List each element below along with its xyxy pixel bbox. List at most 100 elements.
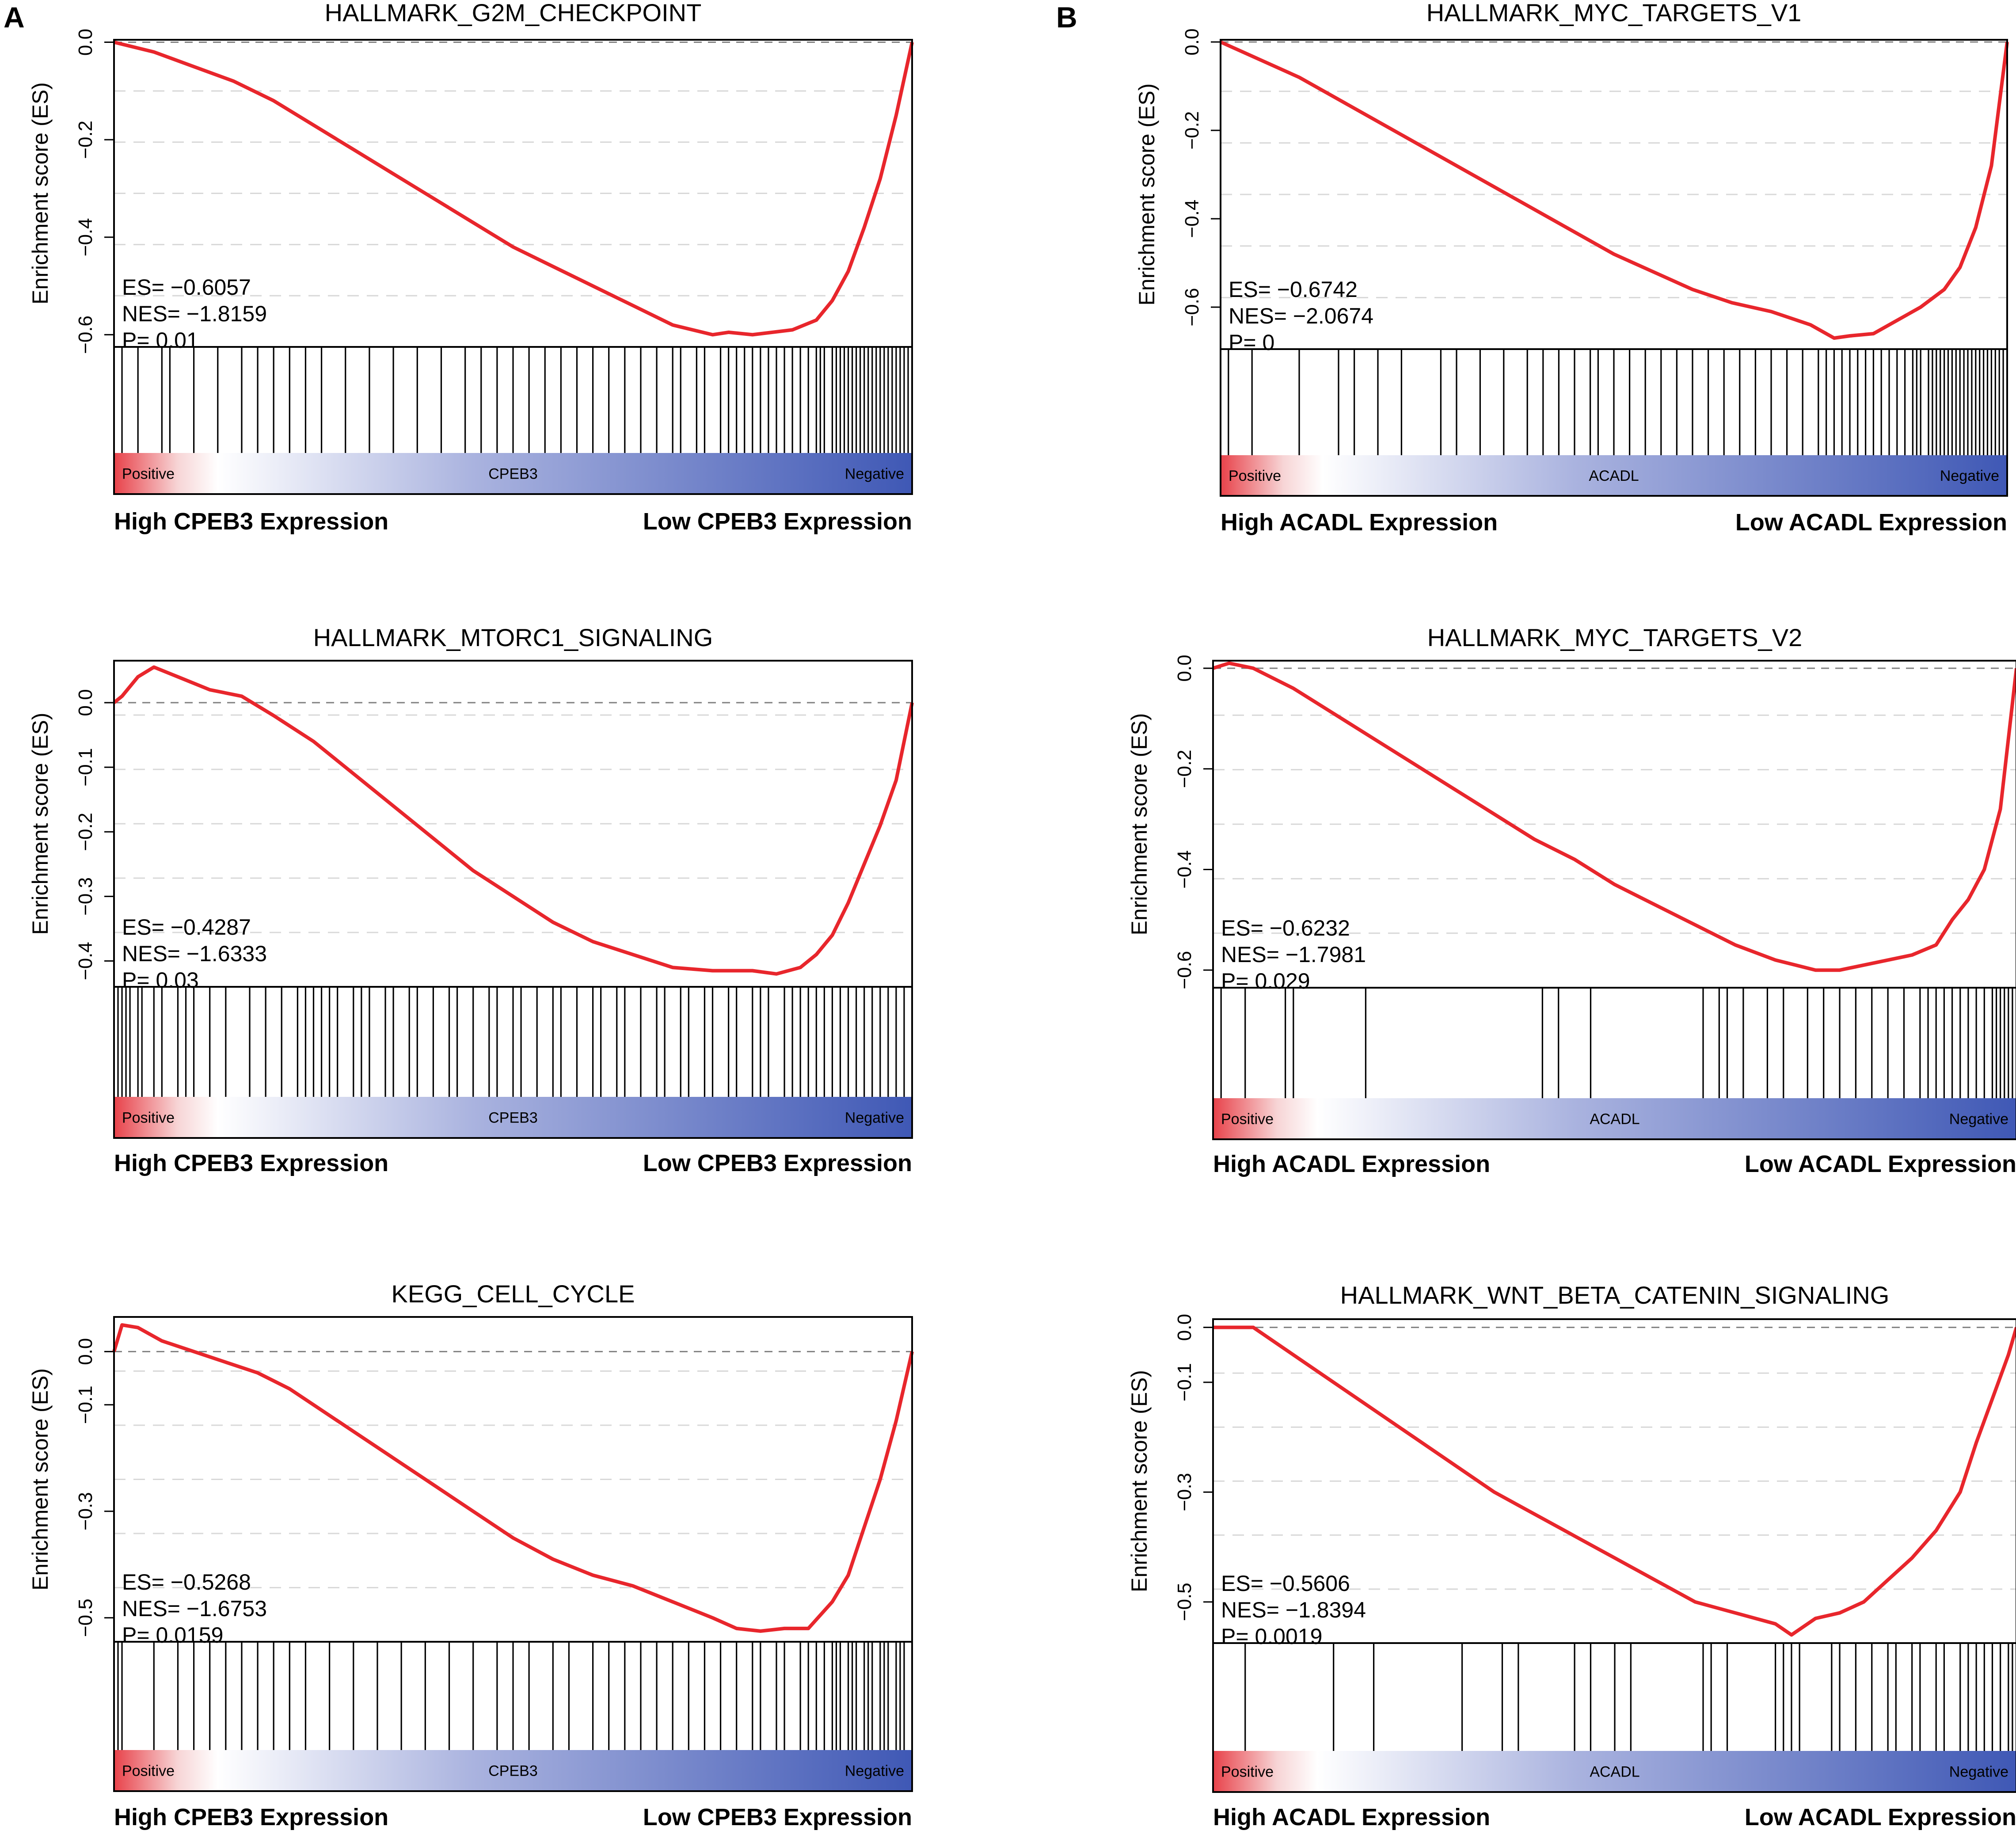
gradient-gene-label: ACADL — [1590, 1764, 1639, 1781]
gradient-negative-label: Negative — [1940, 468, 1999, 484]
nes-value: NES= −1.6753 — [122, 1596, 267, 1621]
y-axis-label: Enrichment score (ES) — [1127, 1370, 1152, 1592]
high-expression-label: High CPEB3 Expression — [114, 508, 388, 535]
high-expression-label: High ACADL Expression — [1213, 1151, 1490, 1177]
es-curve — [112, 1323, 914, 1633]
y-axis-label: Enrichment score (ES) — [28, 1368, 53, 1590]
y-tick-label: 0.0 — [1174, 654, 1195, 681]
p-value: P= 0.0019 — [1221, 1624, 1322, 1649]
gradient-gene-label: ACADL — [1590, 1111, 1639, 1128]
gradient-negative-label: Negative — [1949, 1764, 2008, 1781]
es-value: ES= −0.6232 — [1221, 916, 1350, 940]
gradient-negative-label: Negative — [845, 1110, 904, 1126]
gsea-chart-2: HALLMARK_MTORC1_SIGNALING 0.0 −0.1 −0.2 −0.3… — [28, 624, 914, 1176]
panel-letter-b: B — [1056, 1, 1077, 34]
y-tick-label: −0.2 — [75, 813, 96, 851]
gradient-negative-label: Negative — [845, 466, 904, 483]
gradient-gene-label: CPEB3 — [488, 1763, 538, 1780]
y-tick-label: −0.3 — [75, 877, 96, 916]
y-tick-label: 0.0 — [1174, 1314, 1195, 1341]
gradient-gene-label: CPEB3 — [488, 466, 538, 483]
low-expression-label: Low ACADL Expression — [1735, 509, 2007, 536]
high-expression-label: High CPEB3 Expression — [114, 1804, 388, 1830]
hit-plot-frame — [1212, 987, 2016, 1140]
hit-plot-frame — [1212, 1642, 2016, 1793]
p-value: P= 0.0159 — [122, 1623, 223, 1648]
nes-value: NES= −2.0674 — [1229, 304, 1373, 328]
ranked-metric-gradient — [114, 453, 912, 494]
gradient-positive-label: Positive — [1229, 468, 1281, 484]
es-value: ES= −0.6742 — [1229, 277, 1358, 302]
ranked-metric-gradient — [114, 1750, 912, 1791]
es-value: ES= −0.5606 — [1221, 1571, 1350, 1596]
low-expression-label: Low CPEB3 Expression — [643, 508, 912, 535]
gradient-positive-label: Positive — [1221, 1111, 1274, 1128]
y-tick-label: −0.4 — [1174, 850, 1195, 889]
chart-title: KEGG_CELL_CYCLE — [392, 1280, 635, 1308]
gradient-gene-label: ACADL — [1589, 468, 1639, 484]
gradient-positive-label: Positive — [1221, 1764, 1274, 1781]
y-tick-label: 0.0 — [75, 689, 96, 716]
y-tick-label: −0.4 — [1181, 200, 1203, 238]
es-curve — [1220, 40, 2009, 340]
gradient-positive-label: Positive — [122, 466, 175, 483]
hit-plot-frame — [1220, 348, 2008, 497]
gsea-chart-6: HALLMARK_WNT_BETA_CATENIN_SIGNALING 0.0 −0… — [1127, 1281, 2016, 1830]
chart-grid: HALLMARK_G2M_CHECKPOINT 0.0 −0.2 −0.4 −0.6 En… — [28, 0, 2016, 1830]
y-tick-label: 0.0 — [75, 29, 96, 56]
gradient-positive-label: Positive — [122, 1110, 175, 1126]
y-tick-label: −0.1 — [75, 1385, 96, 1424]
nes-value: NES= −1.8159 — [122, 301, 267, 326]
y-tick-label: −0.4 — [75, 942, 96, 980]
y-tick-label: −0.3 — [75, 1492, 96, 1530]
es-value: ES= −0.5268 — [122, 1570, 251, 1594]
p-value: P= 0.029 — [1221, 969, 1310, 993]
y-tick-label: −0.2 — [75, 121, 96, 159]
y-tick-label: −0.2 — [1181, 111, 1203, 150]
gradient-gene-label: CPEB3 — [488, 1110, 538, 1126]
es-value: ES= −0.6057 — [122, 275, 251, 300]
y-tick-label: −0.6 — [1174, 951, 1195, 989]
es-curve — [114, 40, 914, 337]
nes-value: NES= −1.7981 — [1221, 942, 1366, 967]
gsea-chart-3: KEGG_CELL_CYCLE 0.0 −0.1 −0.3 −0.5 Enrichment… — [28, 1280, 914, 1830]
gradient-negative-label: Negative — [1949, 1111, 2008, 1128]
panel-letter-a: A — [4, 1, 25, 34]
gsea-chart-1: HALLMARK_G2M_CHECKPOINT 0.0 −0.2 −0.4 −0.6 En… — [28, 0, 914, 535]
es-curve — [113, 665, 914, 976]
es-value: ES= −0.4287 — [122, 915, 251, 940]
y-tick-label: −0.6 — [75, 316, 96, 354]
y-tick-label: −0.1 — [1174, 1363, 1195, 1401]
y-tick-label: −0.6 — [1181, 288, 1203, 327]
y-axis-label: Enrichment score (ES) — [1127, 713, 1152, 936]
low-expression-label: Low CPEB3 Expression — [643, 1150, 912, 1176]
gradient-positive-label: Positive — [122, 1763, 175, 1780]
ranked-metric-gradient — [1213, 1098, 2016, 1139]
chart-title: HALLMARK_MYC_TARGETS_V1 — [1426, 0, 1802, 27]
gradient-negative-label: Negative — [845, 1763, 904, 1780]
ranked-metric-gradient — [114, 1097, 912, 1138]
low-expression-label: Low CPEB3 Expression — [643, 1804, 912, 1830]
chart-title: HALLMARK_G2M_CHECKPOINT — [325, 0, 702, 27]
p-value: P= 0.01 — [122, 328, 199, 353]
y-axis-label: Enrichment score (ES) — [28, 713, 53, 935]
y-axis-label: Enrichment score (ES) — [28, 82, 53, 304]
y-tick-label: 0.0 — [75, 1338, 96, 1365]
nes-value: NES= −1.8394 — [1221, 1598, 1366, 1622]
y-tick-label: −0.4 — [75, 218, 96, 256]
hit-plot-frame — [113, 346, 913, 495]
chart-title: HALLMARK_WNT_BETA_CATENIN_SIGNALING — [1340, 1281, 1890, 1309]
chart-title: HALLMARK_MYC_TARGETS_V2 — [1427, 624, 1803, 651]
y-axis-label: Enrichment score (ES) — [1134, 84, 1159, 306]
hit-plot-frame — [113, 986, 913, 1139]
p-value: P= 0.03 — [122, 968, 199, 993]
es-curve — [1212, 661, 2016, 972]
gsea-chart-5: HALLMARK_MYC_TARGETS_V2 0.0 −0.2 −0.4 −0.6 En… — [1127, 624, 2016, 1177]
y-tick-label: −0.3 — [1174, 1473, 1195, 1511]
high-expression-label: High CPEB3 Expression — [114, 1150, 388, 1176]
es-curve — [1213, 1325, 2016, 1637]
high-expression-label: High ACADL Expression — [1213, 1804, 1490, 1830]
high-expression-label: High ACADL Expression — [1221, 509, 1498, 536]
y-tick-label: −0.5 — [1174, 1583, 1195, 1621]
